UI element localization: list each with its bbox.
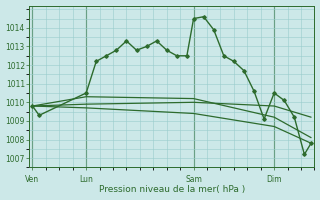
X-axis label: Pression niveau de la mer( hPa ): Pression niveau de la mer( hPa ) (99, 185, 245, 194)
